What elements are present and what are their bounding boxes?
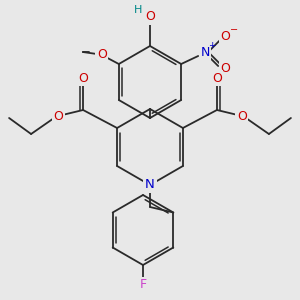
Text: O: O bbox=[145, 11, 155, 23]
Text: +: + bbox=[208, 40, 216, 50]
Text: F: F bbox=[140, 278, 147, 292]
Text: O: O bbox=[212, 71, 222, 85]
Text: N: N bbox=[145, 178, 155, 191]
Text: O: O bbox=[78, 71, 88, 85]
Text: −: − bbox=[230, 25, 238, 35]
Text: H: H bbox=[134, 5, 142, 15]
Text: O: O bbox=[53, 110, 63, 122]
Text: O: O bbox=[220, 29, 230, 43]
Text: O: O bbox=[237, 110, 247, 122]
Text: O: O bbox=[97, 49, 107, 62]
Text: O: O bbox=[220, 61, 230, 74]
Text: N: N bbox=[200, 46, 210, 59]
